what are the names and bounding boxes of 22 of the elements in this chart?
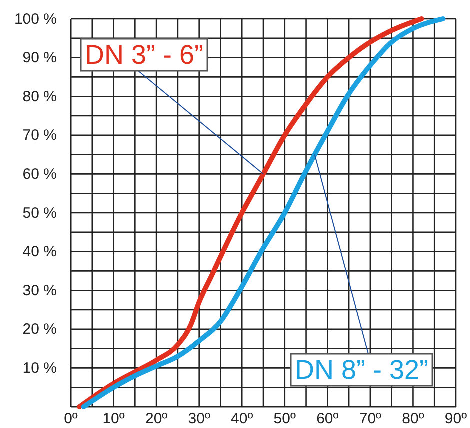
y-tick-label: 90 % (22, 50, 57, 67)
y-tick-label: 100 % (14, 10, 57, 28)
y-tick-label: 20 % (22, 321, 57, 338)
x-tick-label: 80º (402, 410, 425, 428)
text: DN 3” - 6” (85, 40, 204, 70)
y-tick-label: 80 % (22, 88, 57, 106)
y-tick-label: 60 % (22, 166, 57, 183)
y-tick-label: 10 % (22, 360, 57, 377)
y-tick-label: 40 % (22, 244, 57, 261)
text: DN 8” - 32” (295, 355, 429, 385)
x-tick-label: 20º (145, 410, 168, 428)
x-tick-label: 70º (359, 410, 382, 428)
y-tick-label: 50 % (22, 204, 57, 222)
y-tick-label: 70 % (22, 127, 57, 144)
x-tick-label: 30º (188, 410, 211, 428)
y-tick-label: 30 % (22, 282, 57, 300)
x-tick-label: 10º (102, 410, 126, 428)
x-tick-label: 90º (444, 410, 468, 428)
x-tick-label: 50º (274, 410, 296, 428)
x-tick-label: 0º (64, 410, 78, 428)
x-tick-label: 40º (231, 410, 254, 428)
x-tick-label: 60º (316, 410, 340, 428)
